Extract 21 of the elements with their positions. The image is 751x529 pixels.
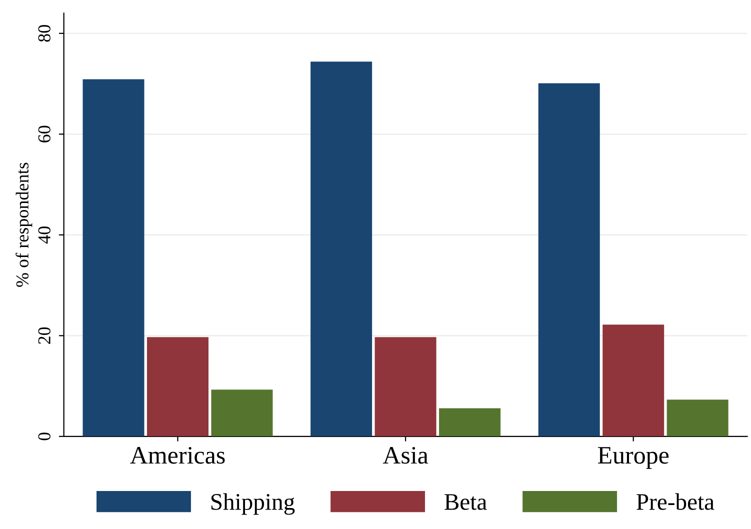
bar [374,337,436,436]
bar [666,400,728,436]
bar [146,337,208,436]
y-tick-label: 40 [38,226,50,244]
bar [439,408,501,436]
x-tick-label: Americas [130,446,225,464]
y-tick-label: 0 [38,432,50,440]
y-tick-label: 20 [38,327,50,344]
y-axis-title: % of respondents [16,162,32,287]
bar [211,390,273,436]
y-tick-label: 60 [38,126,50,142]
x-tick-label: Asia [382,446,428,464]
bar [82,79,144,436]
bar [538,83,600,436]
legend-label: Pre-beta [636,493,714,510]
x-tick-label: Europe [598,447,669,469]
y-tick-label: 80 [38,25,50,42]
legend-label: Beta [444,494,487,510]
bar [602,324,664,436]
legend-label: Shipping [211,493,295,515]
bar [310,62,372,436]
